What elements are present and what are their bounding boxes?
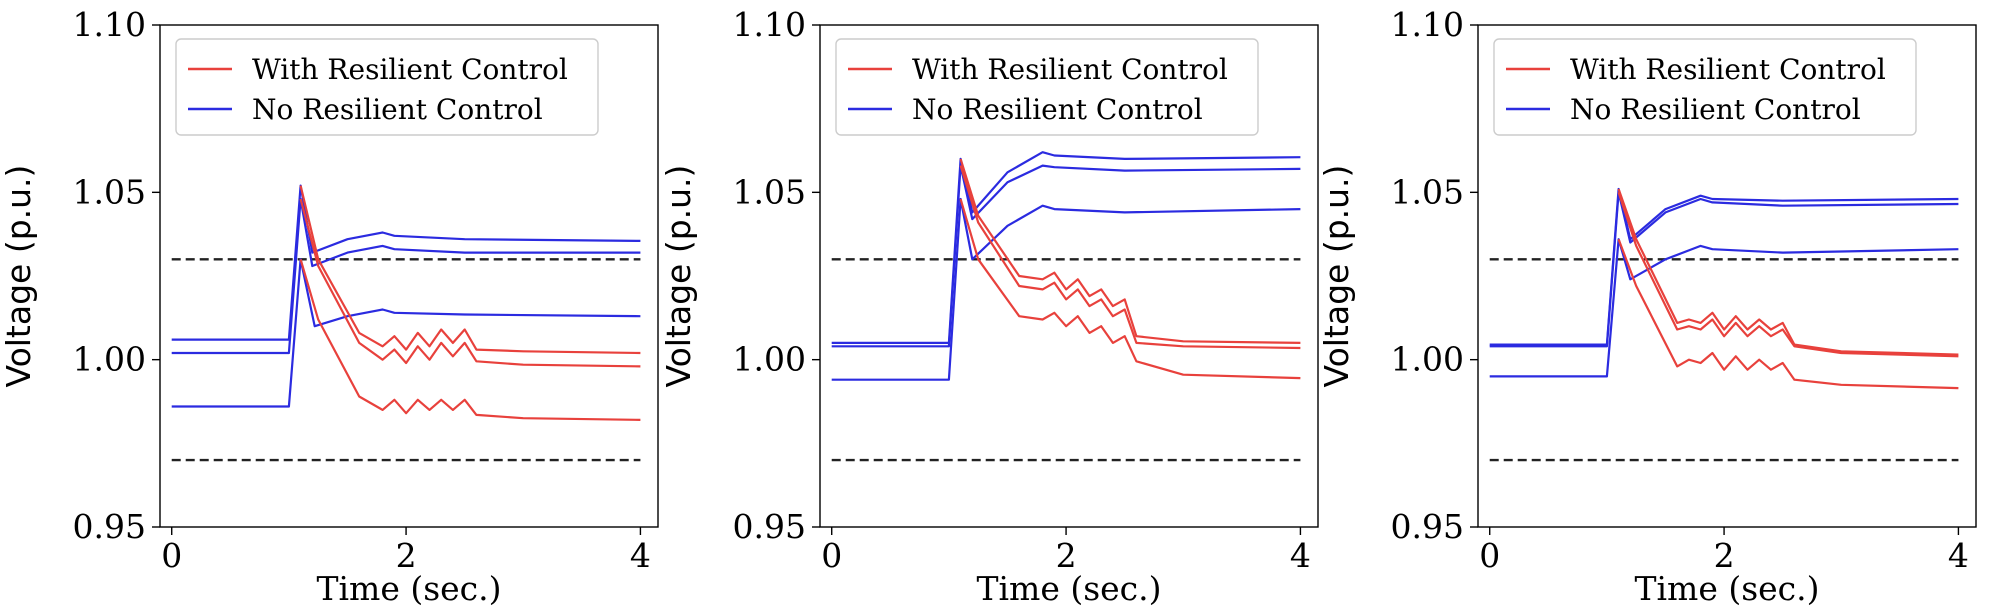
series-line-without: [171, 197, 641, 355]
series-line-with: [959, 198, 1301, 380]
y-tick-label: 0.95: [1391, 507, 1464, 546]
x-axis-label: Time (sec.): [1634, 569, 1819, 608]
x-axis-label: Time (sec.): [316, 569, 501, 608]
chart-panel-2: 0 2 4 0.95 1.00 1.05 1.10 Time (sec.) Voltage (p…: [659, 5, 1319, 608]
series-line-with: [1617, 188, 1959, 356]
legend-label: With Resilient Control: [1570, 53, 1886, 86]
y-tick-label: 1.05: [73, 172, 146, 211]
series-line-with: [299, 258, 641, 421]
series-line-with: [959, 158, 1301, 344]
series-line-with: [1617, 238, 1959, 390]
x-tick-label: 0: [161, 536, 182, 575]
legend-label: No Resilient Control: [1570, 93, 1861, 126]
x-tick-label: 0: [1479, 536, 1500, 575]
y-axis-label: Voltage (p.u.): [659, 165, 698, 388]
x-tick-label: 2: [396, 536, 417, 575]
series-line-without: [831, 197, 1301, 381]
legend-box: [175, 38, 599, 136]
series-line-without: [831, 164, 1301, 348]
legend-label: With Resilient Control: [252, 53, 568, 86]
legend-box: [835, 38, 1259, 136]
y-tick-label: 0.95: [733, 507, 806, 546]
chart-panel-3: 0 2 4 0.95 1.00 1.05 1.10 Time (sec.) Voltage (p…: [1317, 5, 1977, 608]
series-line-with: [1617, 191, 1959, 358]
y-tick-label: 0.95: [73, 507, 146, 546]
series-line-with: [299, 185, 641, 355]
legend-box: [1493, 38, 1917, 136]
y-tick-label: 1.05: [1391, 172, 1464, 211]
y-axis-label: Voltage (p.u.): [1317, 165, 1356, 388]
legend: With Resilient Control No Resilient Contr…: [175, 38, 599, 136]
y-tick-label: 1.00: [733, 340, 806, 379]
y-axis-label: Voltage (p.u.): [0, 165, 38, 388]
x-tick-label: 4: [1290, 536, 1311, 575]
legend: With Resilient Control No Resilient Contr…: [1493, 38, 1917, 136]
legend-label: With Resilient Control: [912, 53, 1228, 86]
series-line-without: [1489, 191, 1959, 348]
series-line-without: [1489, 238, 1959, 378]
x-tick-label: 2: [1056, 536, 1077, 575]
legend-label: No Resilient Control: [252, 93, 543, 126]
x-axis-label: Time (sec.): [976, 569, 1161, 608]
y-tick-label: 1.10: [1391, 5, 1464, 44]
series-line-without: [171, 258, 641, 408]
x-tick-label: 2: [1714, 536, 1735, 575]
legend: With Resilient Control No Resilient Contr…: [835, 38, 1259, 136]
x-tick-label: 4: [1948, 536, 1969, 575]
y-tick-label: 1.00: [73, 340, 146, 379]
series-line-with: [959, 165, 1301, 350]
y-tick-label: 1.10: [73, 5, 146, 44]
y-tick-label: 1.10: [733, 5, 806, 44]
y-tick-label: 1.00: [1391, 340, 1464, 379]
chart-panel-1: 0 2 4 0.95 1.00 1.05 1.10 Time (sec.) Voltage (p…: [0, 5, 659, 608]
x-tick-label: 0: [821, 536, 842, 575]
y-tick-label: 1.05: [733, 172, 806, 211]
legend-label: No Resilient Control: [912, 93, 1203, 126]
series-line-with: [299, 198, 641, 368]
x-tick-label: 4: [630, 536, 651, 575]
